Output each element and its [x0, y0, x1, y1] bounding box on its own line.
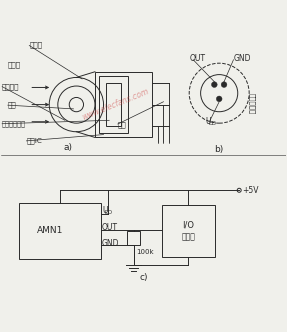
- Text: OUT: OUT: [190, 54, 206, 63]
- Text: 单片IC: 单片IC: [26, 137, 42, 144]
- Text: OUT: OUT: [102, 223, 118, 232]
- Text: DD: DD: [105, 210, 113, 215]
- Bar: [19, 203, 101, 259]
- Text: 单片机: 单片机: [182, 233, 195, 242]
- Text: GND: GND: [233, 54, 251, 63]
- Bar: [106, 83, 121, 126]
- Text: U: U: [205, 117, 210, 126]
- Text: 管脚排列图: 管脚排列图: [249, 93, 255, 114]
- Circle shape: [221, 82, 227, 87]
- Text: +5V: +5V: [243, 186, 259, 195]
- Circle shape: [216, 96, 222, 102]
- Text: 多枝透镜: 多枝透镜: [2, 83, 20, 90]
- Text: 管脚: 管脚: [118, 121, 127, 128]
- Text: b): b): [215, 145, 224, 154]
- Bar: [99, 76, 128, 133]
- Text: 红外敏感元件: 红外敏感元件: [2, 121, 26, 127]
- Text: GND: GND: [102, 239, 120, 248]
- Text: U: U: [102, 207, 108, 215]
- Text: www.elecfans.com: www.elecfans.com: [81, 87, 150, 122]
- Circle shape: [212, 82, 217, 87]
- Text: 滤光镜: 滤光镜: [29, 42, 42, 48]
- Text: I/O: I/O: [183, 220, 195, 229]
- Text: 窗口: 窗口: [8, 102, 17, 109]
- Bar: [127, 230, 140, 245]
- Bar: [162, 205, 215, 257]
- Text: 红外线: 红外线: [8, 61, 21, 68]
- Text: 100k: 100k: [136, 249, 154, 255]
- Text: AMN1: AMN1: [37, 226, 63, 235]
- Bar: [95, 72, 152, 137]
- Text: c): c): [139, 273, 148, 282]
- Text: DD: DD: [208, 121, 216, 126]
- Text: a): a): [63, 143, 72, 152]
